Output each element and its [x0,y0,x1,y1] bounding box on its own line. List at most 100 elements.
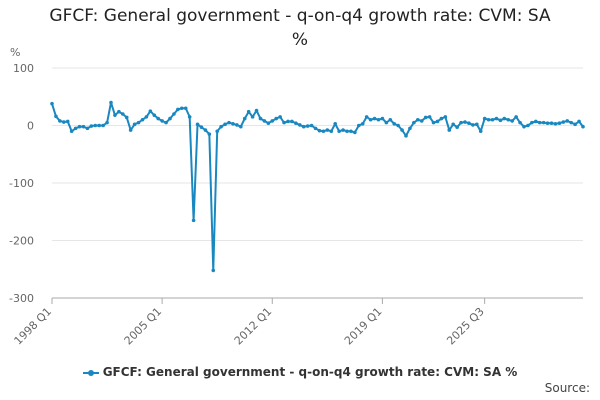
y-tick-label: 0 [27,120,34,133]
data-point [223,122,227,127]
data-point [239,124,243,129]
data-point [250,115,255,119]
data-point [435,119,440,124]
data-point [431,120,436,125]
data-point [565,119,570,123]
data-point [364,115,369,119]
data-point [502,116,507,121]
source-label: Source: [544,381,590,395]
data-point [270,119,275,123]
x-tick-label: 2012 Q1 [232,305,275,348]
data-point [482,116,487,121]
data-point [211,268,216,273]
data-point [404,134,408,138]
data-point [333,121,338,126]
data-point [423,115,428,120]
data-point [85,126,90,131]
data-point [451,122,456,127]
data-point [581,124,585,129]
data-point [242,116,247,121]
data-point [372,116,377,121]
data-point [262,119,267,123]
data-point [105,120,109,125]
data-point [530,120,534,125]
data-point [408,126,412,131]
data-point [246,109,251,114]
data-point [215,129,219,134]
data-point [301,124,306,129]
data-point [117,109,121,114]
data-point [164,120,168,125]
data-point [65,119,70,124]
data-point [392,121,397,126]
chart-title: GFCF: General government - q-on-q4 growt… [0,4,600,52]
data-point [81,124,86,129]
data-point [203,128,208,132]
data-point [199,125,204,130]
data-point [376,117,381,122]
data-point [416,117,420,122]
data-point [144,115,149,119]
data-point [69,129,74,134]
legend[interactable]: GFCF: General government - q-on-q4 growt… [0,365,600,379]
y-axis-ticks: 100 0 -100 -200 -300 [9,62,34,305]
data-point [545,121,550,125]
data-point [176,107,180,112]
data-point [329,129,334,134]
data-point [325,128,330,132]
chart-title-line-1: GFCF: General government - q-on-q4 growt… [49,6,551,26]
data-point [557,121,562,125]
data-point [77,124,82,129]
y-tick-label: -200 [9,235,34,248]
x-tick-label: 2005 Q1 [122,305,165,348]
data-point [537,120,542,125]
data-point [541,120,546,125]
data-point [553,121,558,126]
legend-label: GFCF: General government - q-on-q4 growt… [102,365,518,379]
data-point [183,106,188,111]
data-point [412,120,416,125]
data-point [132,122,137,127]
x-axis: 1998 Q1 2005 Q1 2012 Q1 2019 Q1 2025 Q3 [12,297,583,348]
data-point [353,130,357,135]
data-point [357,123,361,128]
data-point [227,120,231,125]
data-point [368,117,373,122]
data-point [294,121,298,125]
data-point [494,116,499,121]
data-point [231,121,235,126]
data-point [439,116,444,121]
data-point [266,121,271,125]
data-point [109,100,113,105]
data-point [128,128,133,132]
data-point [290,119,294,124]
x-tick-label: 2019 Q1 [342,305,385,348]
data-point [124,115,129,120]
data-point [160,119,164,123]
data-point [498,118,503,123]
data-point [549,121,554,125]
data-point [380,116,385,121]
y-tick-label: -100 [9,177,34,190]
data-point [388,117,393,122]
data-point [506,117,511,122]
data-point [286,119,290,124]
data-point [360,121,365,126]
data-point [121,112,125,116]
data-point [447,128,452,132]
data-point [168,116,172,121]
data-point [514,115,518,119]
y-tick-label: 100 [13,62,34,75]
data-point [573,122,577,127]
data-point [58,119,62,123]
y-tick-label: -300 [9,292,34,305]
data-point [463,120,467,124]
data-point [136,120,141,125]
data-point [278,115,282,119]
data-point [254,108,259,113]
data-point [471,123,475,127]
data-point [577,119,581,124]
data-point [172,112,176,116]
data-point [54,114,58,119]
data-point [207,132,212,136]
